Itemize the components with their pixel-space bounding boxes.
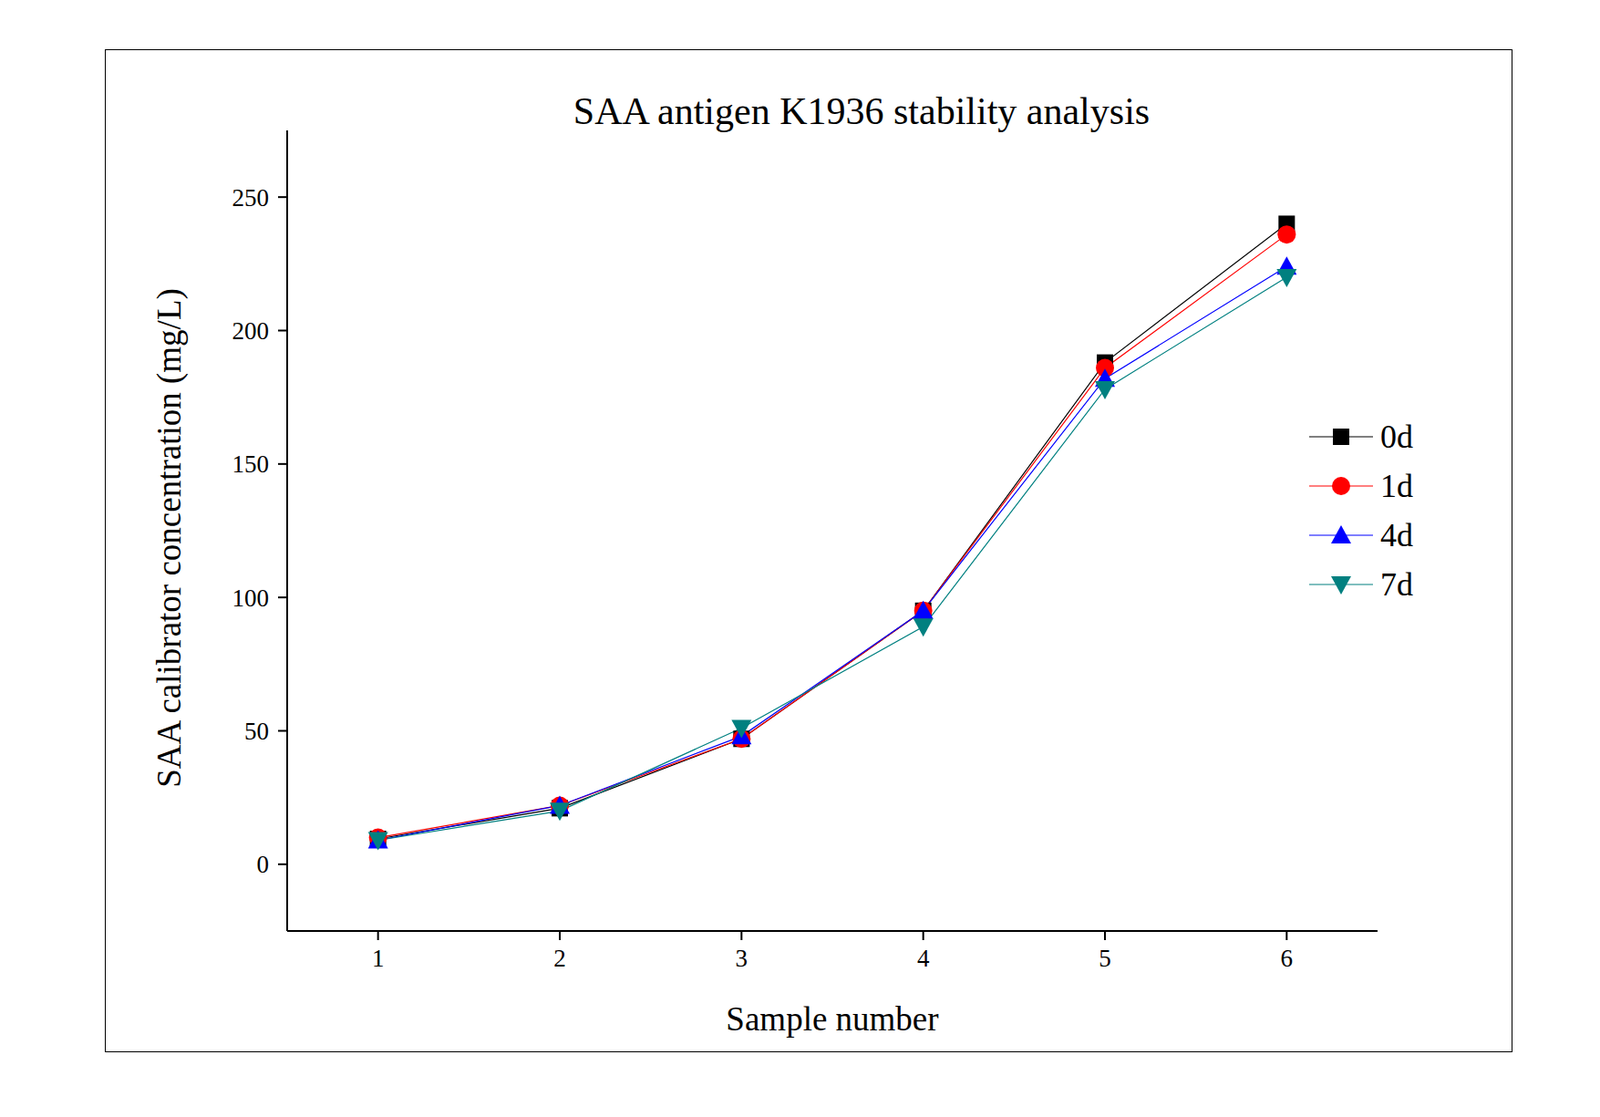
svg-text:6: 6 <box>1280 944 1294 972</box>
svg-text:0: 0 <box>257 850 270 878</box>
svg-text:100: 100 <box>232 584 270 612</box>
html-text:SAA antigen K1936 stability an: SAA antigen K1936 stability analysis <box>573 90 1150 133</box>
svg-text:2: 2 <box>553 944 567 972</box>
svg-text:250: 250 <box>232 184 270 212</box>
html-text:0d: 0d <box>1380 418 1414 455</box>
svg-text:50: 50 <box>244 717 269 745</box>
html-text:Sample number: Sample number <box>726 1000 939 1038</box>
svg-text:4: 4 <box>917 944 930 972</box>
svg-text:200: 200 <box>232 317 270 345</box>
html-text:4d: 4d <box>1380 516 1414 554</box>
svg-text:5: 5 <box>1098 944 1112 972</box>
html-text:SAA calibrator concentration (: SAA calibrator concentration (mg/L) <box>149 288 188 788</box>
html-text:1d: 1d <box>1380 467 1414 505</box>
svg-text:150: 150 <box>232 450 270 478</box>
html-text:7d: 7d <box>1380 566 1414 603</box>
svg-text:3: 3 <box>735 944 749 972</box>
svg-text:1: 1 <box>371 944 385 972</box>
